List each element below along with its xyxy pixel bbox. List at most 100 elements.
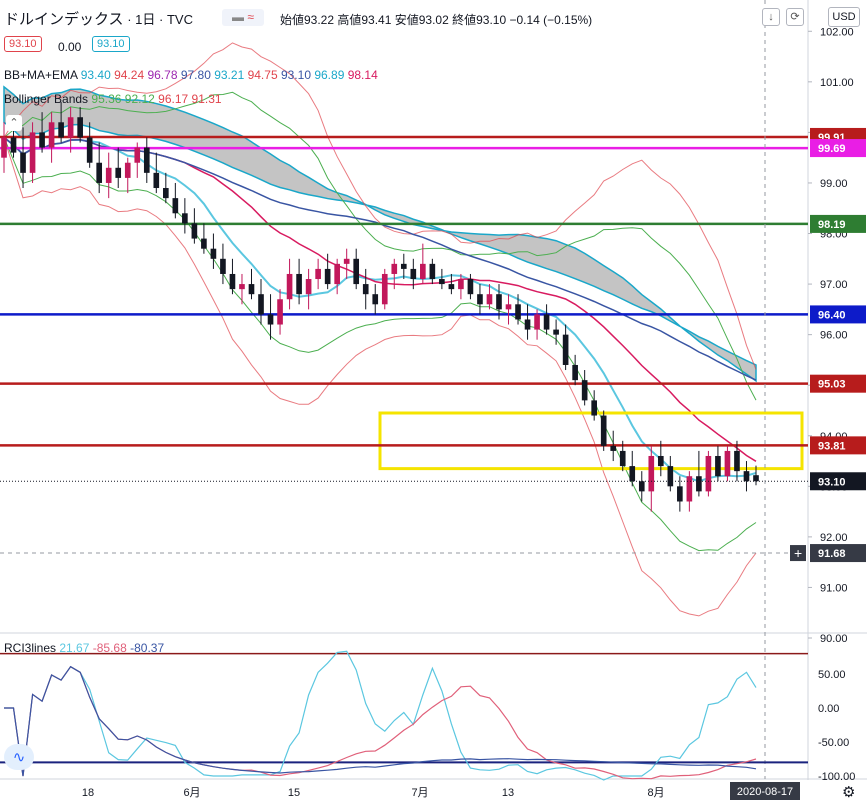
wave-icon[interactable]: ∿: [4, 744, 34, 770]
highlight-zone: [378, 411, 804, 471]
x-tick-label: 13: [502, 787, 514, 799]
change-value: 0.00: [58, 40, 82, 54]
candle-body: [657, 455, 664, 467]
candle-body: [77, 117, 83, 138]
last-price-label: 93.10: [818, 476, 846, 488]
y-tick-label: 92.00: [820, 532, 848, 544]
y-tick-label: 97.00: [820, 279, 848, 291]
y-tick-label: 102.00: [820, 26, 854, 38]
candle-body: [619, 450, 626, 467]
candle-body: [182, 213, 188, 224]
interval-label: 1日: [135, 12, 156, 27]
candle-body: [477, 294, 483, 305]
candle-body: [191, 223, 198, 239]
candle-body: [305, 279, 312, 295]
rci-tick-label: -50.00: [818, 737, 849, 749]
settings-icon[interactable]: ⚙: [842, 783, 855, 801]
x-tick-label: 18: [82, 787, 94, 799]
candle-body: [334, 263, 340, 285]
candle-body: [124, 162, 131, 178]
candle-body: [29, 132, 36, 173]
candle-body: [734, 450, 740, 472]
candle-body: [48, 122, 55, 148]
rci-tick-label: 50.00: [818, 669, 846, 681]
indicator-value: 91.31: [188, 92, 222, 106]
candle-body: [562, 334, 569, 365]
source-label: TVC: [166, 12, 193, 27]
candle-body: [324, 268, 331, 285]
x-tick-label: 6月: [183, 787, 200, 799]
candle-body: [67, 117, 74, 138]
candle-body: [239, 284, 245, 290]
candle-body: [143, 147, 150, 173]
crosshair-add-button: [790, 545, 806, 562]
candle-body: [705, 455, 712, 492]
separator: ·: [159, 12, 164, 27]
candle-body: [96, 162, 103, 183]
candle-body: [496, 294, 502, 310]
indicator-value: 97.80: [177, 68, 211, 82]
currency-button[interactable]: USD: [828, 7, 860, 27]
rci-tick-label: -100.00: [818, 771, 855, 783]
rci-short-line: [4, 650, 757, 781]
candle-body: [286, 273, 293, 300]
indicator-value: 95.36: [91, 92, 122, 106]
indicator-value: 93.10: [277, 68, 311, 82]
candle-body: [515, 304, 521, 320]
crosshair-date-box: [730, 782, 800, 800]
separator: ·: [127, 12, 132, 27]
candle-body: [553, 329, 559, 335]
candle-body: [267, 314, 274, 325]
candle-body: [400, 263, 407, 269]
candle-body: [600, 415, 607, 446]
candle-body: [1, 137, 7, 158]
candle-body: [362, 284, 369, 295]
level-label-box: [810, 374, 866, 393]
indicator-value: 94.24: [110, 68, 145, 82]
candle-body: [58, 122, 64, 138]
candle-body: [10, 137, 17, 153]
candle-body: [115, 167, 122, 178]
chevron-up-icon[interactable]: ⌃: [6, 115, 22, 131]
candle-body: [248, 284, 255, 295]
rci-long-line: [4, 665, 757, 777]
candle-body: [591, 400, 597, 416]
indicator-legend-bbmaema[interactable]: BB+MA+EMA 93.40 94.24 96.78 97.80 93.21 …: [4, 68, 378, 82]
candle-body: [105, 167, 112, 183]
indicator-value: 21.67: [59, 641, 90, 655]
candle-body: [572, 364, 578, 381]
indicator-value: 98.14: [344, 68, 378, 82]
indicator-legend-rci[interactable]: RCI3lines 21.67 -85.68 -80.37: [4, 641, 164, 655]
candle-body: [667, 466, 674, 487]
candle-body: [258, 294, 264, 315]
price-box-left[interactable]: 93.10: [4, 36, 42, 52]
indicator-value: 96.89: [311, 68, 345, 82]
y-tick-label: 101.00: [820, 77, 854, 89]
last-price-box: [810, 472, 866, 491]
level-label-box: [810, 305, 866, 324]
refresh-icon[interactable]: ⟳: [786, 8, 804, 26]
ema-line: [3, 136, 757, 483]
candle-body: [648, 455, 655, 492]
x-tick-label: 8月: [647, 787, 664, 799]
symbol-name: ドルインデックス: [4, 11, 124, 28]
ohlc-readout: 始値93.22 高値93.41 安値93.02 終値93.10 −0.14 (−…: [280, 13, 593, 27]
scroll-down-icon[interactable]: ↓: [762, 8, 780, 26]
compare-toggle[interactable]: ▬ ≈: [222, 9, 264, 26]
candle-body: [467, 279, 474, 295]
indicator-legend-bollinger[interactable]: Bollinger Bands 95.36 92.12 96.17 91.31: [4, 92, 222, 106]
minus-icon: ▬: [232, 10, 245, 24]
candle-body: [629, 466, 636, 482]
candle-body: [163, 188, 169, 199]
price-box-right[interactable]: 93.10: [92, 36, 130, 52]
indicator-name: BB+MA+EMA: [4, 68, 78, 82]
x-tick-label: 15: [288, 787, 300, 799]
candle-body: [743, 471, 750, 482]
level-label: 98.19: [818, 219, 846, 231]
level-label: 96.40: [818, 309, 846, 321]
candle-body: [696, 476, 702, 492]
x-tick-label: 7月: [411, 787, 428, 799]
level-label: 93.81: [818, 440, 846, 452]
crosshair-price-label: 91.68: [818, 548, 846, 560]
